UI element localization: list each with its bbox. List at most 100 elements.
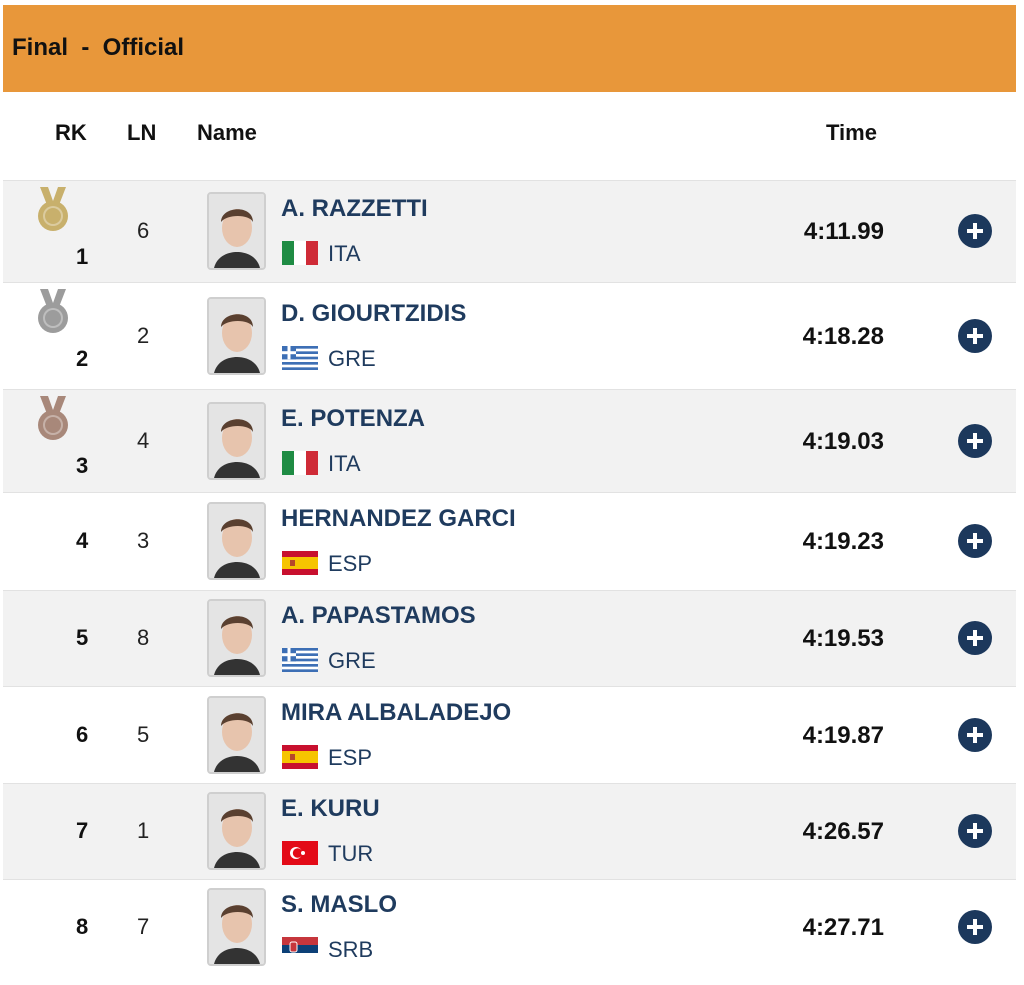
column-header: LN xyxy=(127,120,157,145)
rank: 4 xyxy=(76,528,89,553)
medal-icon xyxy=(36,289,70,335)
medal-icon xyxy=(36,187,70,233)
time: 4:19.87 xyxy=(802,721,884,749)
expand-button[interactable] xyxy=(958,318,992,353)
country-flag xyxy=(282,241,318,265)
country-flag xyxy=(282,648,318,672)
country-flag xyxy=(282,345,318,370)
time: 4:19.03 xyxy=(802,427,884,455)
photo-placeholder xyxy=(209,601,264,675)
photo-placeholder xyxy=(209,298,264,373)
lane: 7 xyxy=(137,914,150,939)
table-row xyxy=(3,282,1016,390)
athlete-name: E. POTENZA xyxy=(281,404,426,432)
photo-placeholder xyxy=(209,504,264,578)
lane: 4 xyxy=(137,427,150,453)
flag xyxy=(282,450,318,475)
country-flag xyxy=(282,450,318,475)
rank: 6 xyxy=(76,721,89,747)
time: 4:26.57 xyxy=(802,818,884,845)
athlete-photo xyxy=(207,792,266,870)
column-header: Time xyxy=(826,120,877,145)
column-header: Name xyxy=(197,120,257,145)
rank: 2 xyxy=(76,346,89,371)
rank: 1 xyxy=(76,244,89,269)
time: 4:19.53 xyxy=(802,625,884,652)
country-code: ESP xyxy=(328,744,373,770)
athlete-name: HERNANDEZ GARCI xyxy=(281,505,516,532)
table-row xyxy=(3,389,1016,493)
athlete-photo xyxy=(207,192,266,270)
athlete-name: E. KURU xyxy=(281,795,380,822)
lane: 1 xyxy=(137,818,150,843)
table-row xyxy=(3,686,1016,784)
expand-button[interactable] xyxy=(958,214,992,248)
flag xyxy=(282,744,318,769)
athlete-name: D. GIOURTZIDIS xyxy=(281,299,467,327)
expand-button[interactable] xyxy=(958,524,992,558)
rank: 3 xyxy=(76,453,89,478)
flag xyxy=(282,648,318,672)
country-code: SRB xyxy=(328,937,374,962)
lane: 6 xyxy=(137,218,150,243)
medal-icon xyxy=(36,396,70,442)
country-code: GRE xyxy=(328,345,376,371)
athlete-name: A. PAPASTAMOS xyxy=(281,602,476,629)
header-bar: Final - Official xyxy=(3,5,1016,92)
country-code: TUR xyxy=(328,841,374,866)
rank: 7 xyxy=(76,818,89,843)
country-code: ITA xyxy=(328,241,361,266)
header-title: Final - Official xyxy=(12,34,185,61)
country-code: ESP xyxy=(328,551,373,576)
time: 4:18.28 xyxy=(802,322,884,350)
plus-icon xyxy=(958,717,992,752)
medal xyxy=(38,289,68,333)
athlete-name: S. MASLO xyxy=(281,891,398,918)
expand-button[interactable] xyxy=(958,621,992,655)
athlete-name: A. RAZZETTI xyxy=(281,195,428,222)
expand-button[interactable] xyxy=(958,423,992,458)
athlete-photo xyxy=(207,502,266,580)
plus-icon xyxy=(958,910,992,944)
time: 4:19.23 xyxy=(802,528,884,555)
rank: 5 xyxy=(76,625,89,650)
lane: 2 xyxy=(137,322,150,348)
plus-icon xyxy=(958,423,992,458)
plus-icon xyxy=(958,214,992,248)
lane: 5 xyxy=(137,721,150,747)
table-row xyxy=(3,590,1016,687)
table-row xyxy=(3,783,1016,880)
table-row xyxy=(3,879,1016,976)
flag xyxy=(282,937,318,961)
plus-icon xyxy=(958,318,992,353)
rank: 8 xyxy=(76,914,89,939)
flag xyxy=(282,841,318,865)
flag xyxy=(282,345,318,370)
expand-button[interactable] xyxy=(958,717,992,752)
photo-placeholder xyxy=(209,697,264,772)
country-flag xyxy=(282,841,318,865)
expand-button[interactable] xyxy=(958,910,992,944)
country-code: GRE xyxy=(328,648,376,673)
athlete-photo xyxy=(207,695,266,774)
country-flag xyxy=(282,551,318,575)
country-code: ITA xyxy=(328,450,361,476)
plus-icon xyxy=(958,621,992,655)
athlete-photo xyxy=(207,599,266,677)
plus-icon xyxy=(958,524,992,558)
country-flag xyxy=(282,744,318,769)
table-row xyxy=(3,492,1016,591)
athlete-name: MIRA ALBALADEJO xyxy=(281,698,512,726)
athlete-photo xyxy=(207,888,266,966)
athlete-photo xyxy=(207,296,266,375)
country-flag xyxy=(282,937,318,961)
photo-placeholder xyxy=(209,794,264,868)
plus-icon xyxy=(958,814,992,848)
expand-button[interactable] xyxy=(958,814,992,848)
lane: 8 xyxy=(137,625,150,650)
table-row xyxy=(3,180,1016,283)
flag xyxy=(282,551,318,575)
lane: 3 xyxy=(137,528,150,553)
column-header: RK xyxy=(55,120,87,145)
